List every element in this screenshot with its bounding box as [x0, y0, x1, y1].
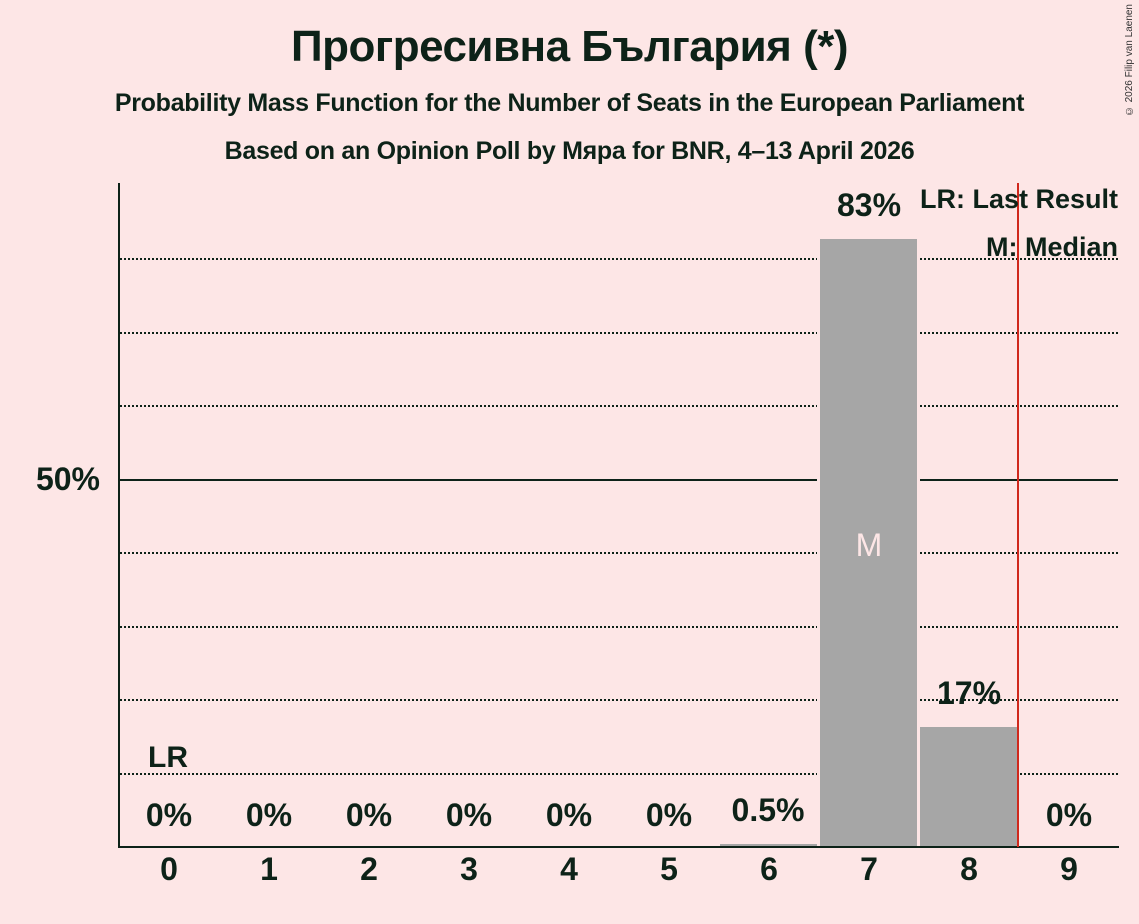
bar-gap [917, 238, 920, 847]
x-tick-2: 2 [360, 851, 378, 887]
value-label-seat-3: 0% [445, 797, 493, 833]
x-tick-6: 6 [760, 851, 778, 887]
gridline-40 [120, 552, 1118, 554]
gridline-20 [120, 699, 1118, 701]
last-result-line [1017, 183, 1019, 847]
gridline-70 [120, 332, 1118, 334]
bar-seat-8 [920, 727, 1017, 847]
gridline-10 [120, 773, 1118, 775]
legend-median: M: Median [986, 232, 1118, 262]
x-tick-4: 4 [560, 851, 578, 887]
chart-subtitle: Probability Mass Function for the Number… [114, 89, 1025, 117]
value-label-seat-2: 0% [345, 797, 393, 833]
bar-seat-7 [820, 239, 917, 847]
y-tick-50: 50% [35, 461, 100, 497]
x-tick-9: 9 [1060, 851, 1078, 887]
gridline-50 [120, 479, 1118, 481]
x-axis [118, 846, 1119, 848]
y-axis [118, 183, 120, 848]
value-label-seat-8: 17% [936, 675, 1002, 711]
x-tick-0: 0 [160, 851, 178, 887]
value-label-seat-1: 0% [245, 797, 293, 833]
bar-gap [817, 238, 820, 847]
value-label-seat-7: 83% [836, 187, 902, 223]
bar-seat-6 [720, 844, 817, 847]
chart-title: Прогресивна България (*) [290, 22, 849, 71]
gridline-60 [120, 405, 1118, 407]
legend-last-result: LR: Last Result [919, 184, 1118, 214]
chart-source-line: Based on an Opinion Poll by Мяра for BNR… [224, 137, 915, 165]
gridline-80 [120, 258, 1118, 260]
x-tick-5: 5 [660, 851, 678, 887]
value-label-seat-0: 0% [145, 797, 193, 833]
x-tick-8: 8 [960, 851, 978, 887]
value-label-seat-4: 0% [545, 797, 593, 833]
x-tick-7: 7 [860, 851, 878, 887]
value-label-seat-6: 0.5% [731, 792, 805, 828]
value-label-seat-5: 0% [645, 797, 693, 833]
gridline-30 [120, 626, 1118, 628]
value-label-seat-9: 0% [1045, 797, 1093, 833]
median-marker: M [855, 527, 883, 563]
x-tick-1: 1 [260, 851, 278, 887]
last-result-marker: LR [148, 741, 188, 774]
x-tick-3: 3 [460, 851, 478, 887]
